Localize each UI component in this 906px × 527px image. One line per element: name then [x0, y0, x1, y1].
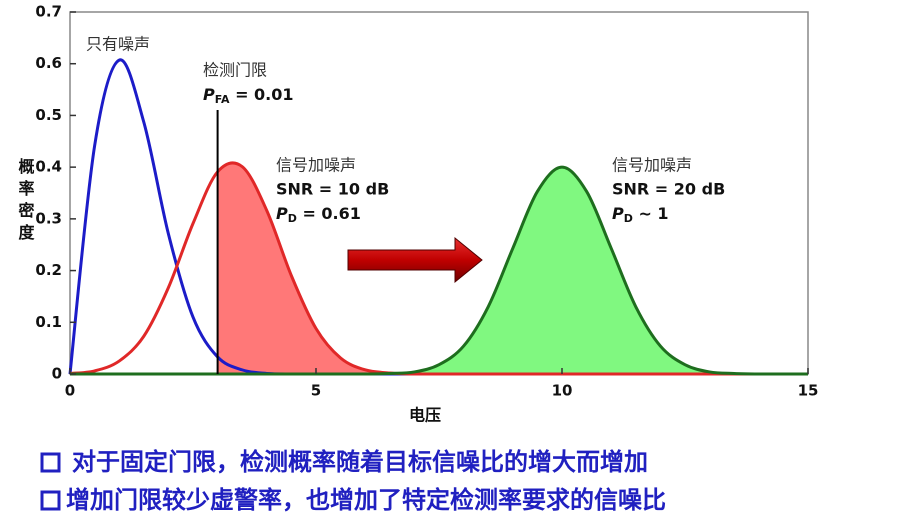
snr-label: SNR = 10 dB [276, 180, 389, 199]
symbol: P [276, 204, 288, 223]
value-text: = 0.61 [297, 204, 361, 223]
probability-label: PD ~ 1 [612, 204, 669, 226]
value-text: = 0.01 [230, 85, 294, 104]
note: 对于固定门限，检测概率随着目标信噪比的增大而增加 [72, 448, 648, 476]
area [217, 162, 808, 375]
subscript: FA [215, 93, 230, 106]
x-tick-label: 15 [798, 382, 819, 400]
y-tick-label: 0.3 [35, 209, 62, 227]
area [70, 167, 808, 374]
x-axis-label: 电压 [409, 406, 441, 425]
y-tick-label: 0.7 [35, 3, 62, 21]
value-text: ~ 1 [633, 204, 669, 223]
arrow [347, 236, 483, 284]
x-tick-label: 5 [311, 382, 321, 400]
y-tick-label: 0.6 [35, 54, 62, 72]
x-tick-label: 0 [65, 382, 75, 400]
y-tick-label: 0.2 [35, 261, 62, 279]
subscript: D [288, 212, 297, 225]
line [69, 165, 809, 376]
probability-label: PD = 0.61 [276, 204, 361, 226]
snr-label: SNR = 20 dB [612, 180, 725, 199]
probability-label: PFA = 0.01 [203, 85, 294, 107]
symbol: P [612, 204, 624, 223]
series-label: 信号加噪声 [612, 156, 692, 175]
bullet-box [40, 490, 61, 511]
line [69, 161, 809, 376]
y-tick-label: 0.5 [35, 106, 62, 124]
subscript: D [624, 212, 633, 225]
series-label: 信号加噪声 [276, 156, 356, 175]
note: 增加门限较少虚警率，也增加了特定检测率要求的信噪比 [66, 486, 666, 514]
series-label: 只有噪声 [86, 35, 150, 54]
symbol: P [203, 85, 215, 104]
y-tick-label: 0.1 [35, 313, 62, 331]
y-tick-label: 0.4 [35, 158, 62, 176]
threshold-label: 检测门限 [203, 61, 267, 80]
bullet-box [40, 452, 61, 473]
x-tick-label: 10 [552, 382, 573, 400]
y-axis-label: 概率密度 [16, 157, 36, 246]
y-tick-label: 0 [52, 365, 62, 383]
